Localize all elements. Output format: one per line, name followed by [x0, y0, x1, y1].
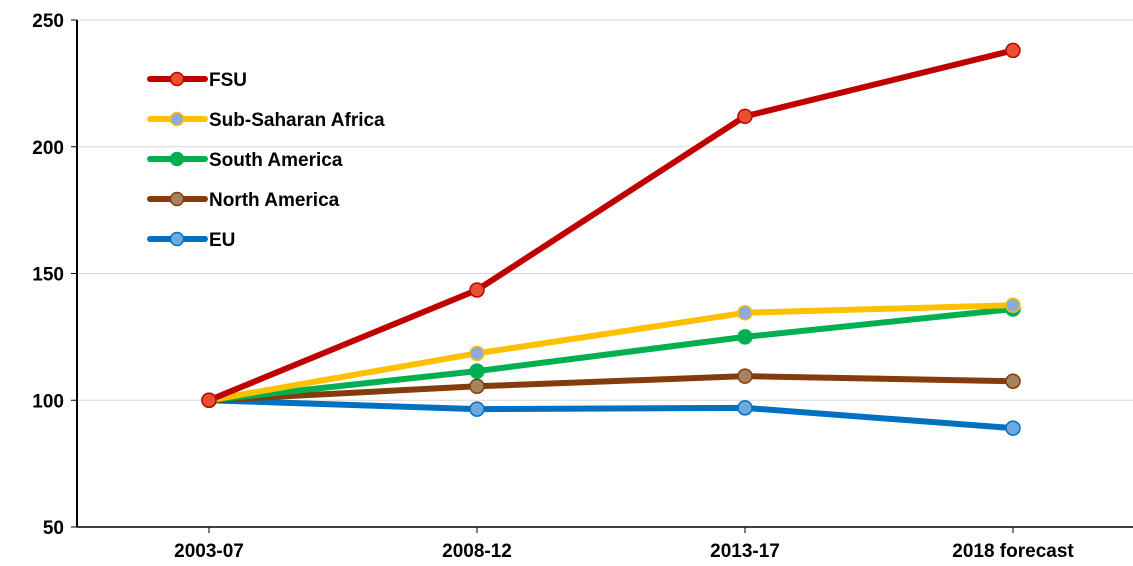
- legend-swatch-marker: [169, 71, 185, 87]
- series-line-north-america: [206, 373, 1016, 404]
- legend-swatch-marker: [169, 111, 185, 127]
- x-tick-label: 2018 forecast: [952, 541, 1074, 562]
- data-point: [737, 329, 753, 345]
- y-tick-label: 150: [32, 265, 64, 286]
- y-tick-label: 100: [32, 391, 64, 412]
- x-tick-label: 2013-17: [710, 541, 780, 562]
- legend-label: Sub-Saharan Africa: [209, 110, 385, 131]
- series-line-fsu: [206, 47, 1016, 404]
- y-tick-label: 250: [32, 11, 64, 32]
- legend-label: South America: [209, 150, 343, 171]
- data-point: [469, 401, 485, 417]
- gridlines: [77, 19, 1133, 401]
- legend-swatch-marker: [169, 191, 185, 207]
- data-point: [201, 392, 217, 408]
- data-point: [469, 345, 485, 362]
- legend-swatch-marker: [169, 231, 185, 247]
- x-axis-ticks: 2003-07 2008-12 2013-17 2018 forecast: [174, 527, 1074, 562]
- legend: FSU Sub-Saharan Africa South America North …: [147, 70, 385, 251]
- data-point: [1005, 420, 1021, 436]
- y-tick-label: 200: [32, 138, 64, 159]
- legend-label: EU: [209, 230, 235, 251]
- series-line-sub-saharan-africa: [206, 302, 1016, 404]
- data-point: [737, 400, 753, 416]
- series-group: [201, 42, 1021, 436]
- series-line-eu: [206, 397, 1016, 432]
- y-tick-label: 50: [43, 518, 64, 539]
- data-point: [1005, 297, 1021, 313]
- x-tick-label: 2003-07: [174, 541, 244, 562]
- data-point: [737, 368, 753, 384]
- data-point: [737, 108, 753, 125]
- legend-label: North America: [209, 190, 340, 211]
- legend-swatch-marker: [169, 151, 185, 167]
- x-tick-label: 2008-12: [442, 541, 512, 562]
- y-axis-ticks: 50 100 150 200 250: [32, 11, 77, 539]
- data-point: [469, 378, 485, 395]
- data-point: [469, 282, 485, 298]
- data-point: [469, 363, 485, 379]
- legend-label: FSU: [209, 70, 247, 91]
- data-point: [1005, 42, 1021, 59]
- series-line-south-america: [206, 305, 1016, 404]
- data-point: [1005, 373, 1021, 389]
- data-point: [737, 305, 753, 321]
